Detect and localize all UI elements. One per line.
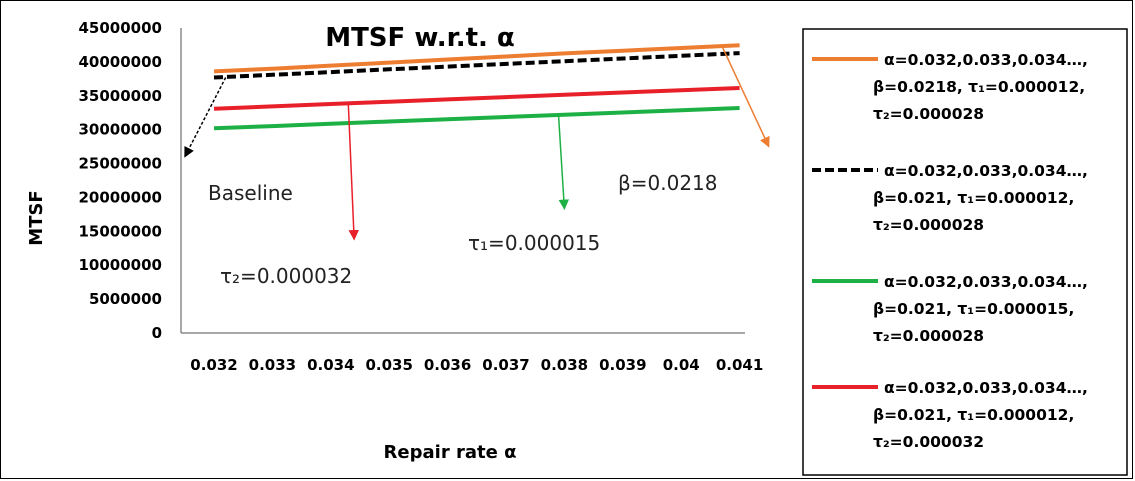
legend-text-tau1: β=0.021, τ₁=0.000015,: [873, 300, 1074, 318]
annotation-arrow-tau1: [557, 115, 570, 211]
x-tick-label: 0.034: [307, 356, 354, 374]
x-tick-label: 0.032: [190, 356, 237, 374]
series-line-beta: [213, 43, 740, 74]
x-tick-label: 0.036: [424, 356, 471, 374]
legend: α=0.032,0.033,0.034…, β=0.0218, τ₁=0.0000…: [802, 28, 1128, 476]
y-tick-label: 20000000: [79, 188, 163, 206]
y-tick-label: 45000000: [79, 19, 163, 37]
x-tick-label: 0.038: [541, 356, 588, 374]
y-tick-label: 30000000: [79, 121, 163, 139]
annotation-arrow-baseline: [184, 77, 227, 158]
legend-text-tau1: α=0.032,0.033,0.034…,: [884, 273, 1088, 291]
axes: [180, 28, 745, 334]
legend-text-beta: β=0.0218, τ₁=0.000012,: [873, 78, 1085, 96]
x-tick-label: 0.04: [663, 356, 700, 374]
y-tick-labels: 0 5000000 10000000 15000000 20000000 25000000…: [79, 19, 163, 342]
annotation-arrow-beta: [721, 45, 770, 148]
y-tick-label: 35000000: [79, 87, 163, 105]
y-tick-label: 15000000: [79, 222, 163, 240]
x-tick-label: 0.039: [599, 356, 646, 374]
series-line-tau1: [213, 106, 740, 131]
legend-text-beta: τ₂=0.000028: [873, 105, 984, 123]
series-line-tau2: [213, 86, 740, 111]
x-tick-label: 0.037: [482, 356, 529, 374]
legend-text-beta: α=0.032,0.033,0.034…,: [884, 51, 1088, 69]
x-tick-labels: 0.032 0.033 0.034 0.035 0.036 0.037 0.038 0.039…: [190, 356, 763, 374]
legend-text-tau2: τ₂=0.000032: [873, 433, 984, 451]
legend-text-baseline: α=0.032,0.033,0.034…,: [884, 162, 1088, 180]
series-lines: [213, 43, 740, 131]
y-tick-label: 10000000: [79, 256, 163, 274]
annotations: Baseline τ₂=0.000032 τ₁=0.000015 β=0.0218: [184, 45, 770, 288]
y-tick-label: 40000000: [79, 53, 163, 71]
chart-title: MTSF w.r.t. α: [325, 23, 515, 53]
legend-text-tau2: α=0.032,0.033,0.034…,: [884, 379, 1088, 397]
annotation-label-tau1: τ₁=0.000015: [468, 231, 600, 255]
y-tick-label: 5000000: [89, 290, 162, 308]
x-tick-label: 0.041: [716, 356, 763, 374]
x-tick-label: 0.035: [365, 356, 412, 374]
y-tick-label: 0: [152, 324, 162, 342]
x-tick-label: 0.033: [249, 356, 296, 374]
legend-text-baseline: β=0.021, τ₁=0.000012,: [873, 189, 1074, 207]
legend-text-tau2: β=0.021, τ₁=0.000012,: [873, 406, 1074, 424]
annotation-label-baseline: Baseline: [208, 181, 293, 205]
x-axis-label: Repair rate α: [384, 442, 517, 463]
annotation-arrow-tau2: [347, 103, 359, 241]
y-tick-label: 25000000: [79, 155, 163, 173]
y-axis-label: MTSF: [26, 190, 47, 245]
annotation-label-beta: β=0.0218: [618, 171, 718, 195]
legend-text-baseline: τ₂=0.000028: [873, 216, 984, 234]
series-line-baseline: [213, 51, 740, 80]
legend-text-tau1: τ₂=0.000028: [873, 327, 984, 345]
annotation-label-tau2: τ₂=0.000032: [220, 264, 352, 288]
legend-box: [802, 28, 1128, 476]
